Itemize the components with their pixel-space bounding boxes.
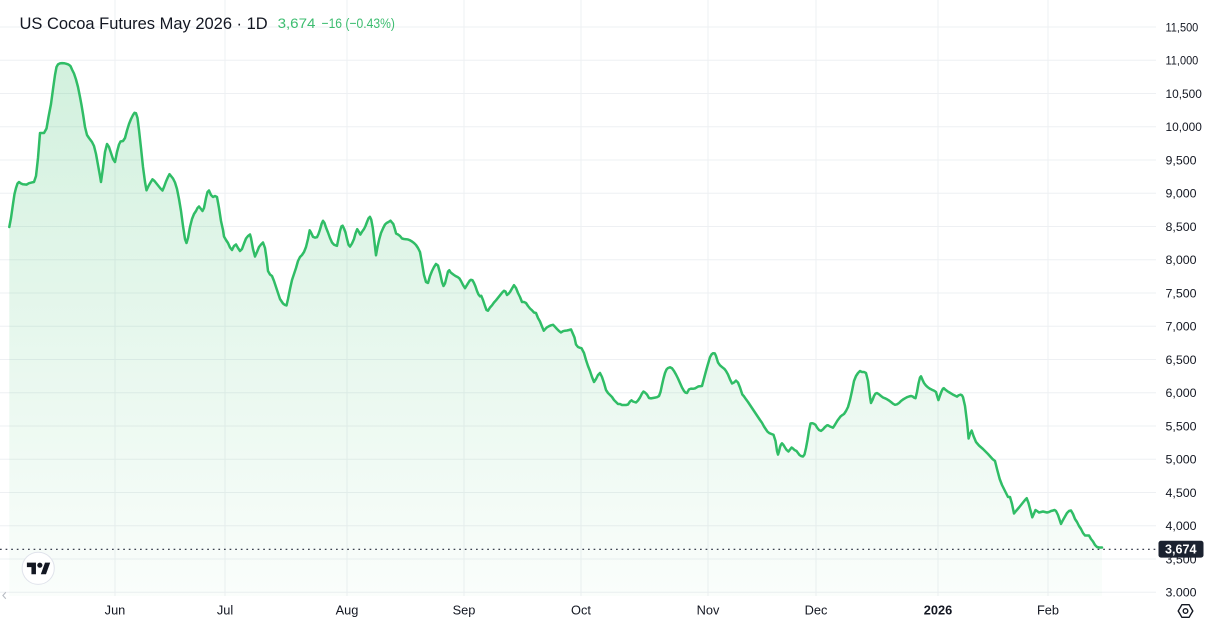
svg-text:5,500: 5,500 xyxy=(1166,419,1197,433)
svg-text:4,500: 4,500 xyxy=(1166,486,1197,500)
svg-text:Sep: Sep xyxy=(453,603,476,618)
svg-text:−16 (−0.43%): −16 (−0.43%) xyxy=(322,16,395,32)
svg-text:10,500: 10,500 xyxy=(1166,87,1202,101)
svg-text:3,674: 3,674 xyxy=(278,16,316,32)
svg-text:Jun: Jun xyxy=(105,603,126,618)
svg-text:3,674: 3,674 xyxy=(1165,543,1197,557)
svg-text:Nov: Nov xyxy=(697,603,720,618)
svg-text:9,000: 9,000 xyxy=(1166,187,1197,201)
svg-text:11,500: 11,500 xyxy=(1166,20,1199,34)
svg-text:2026: 2026 xyxy=(924,603,952,618)
svg-text:6,000: 6,000 xyxy=(1166,386,1197,400)
svg-text:3.000: 3.000 xyxy=(1166,586,1197,600)
svg-text:US Cocoa Futures May 2026 · 1D: US Cocoa Futures May 2026 · 1D xyxy=(20,15,268,33)
svg-text:Aug: Aug xyxy=(336,603,359,618)
svg-text:Jul: Jul xyxy=(217,603,233,618)
svg-text:5,000: 5,000 xyxy=(1166,453,1197,467)
svg-text:7,000: 7,000 xyxy=(1166,320,1197,334)
svg-text:6,500: 6,500 xyxy=(1166,353,1197,367)
svg-text:9,500: 9,500 xyxy=(1166,153,1197,167)
svg-text:Dec: Dec xyxy=(805,603,828,618)
svg-text:11,000: 11,000 xyxy=(1166,54,1199,68)
svg-text:8,000: 8,000 xyxy=(1166,253,1197,267)
svg-text:10,000: 10,000 xyxy=(1166,120,1202,134)
svg-text:Feb: Feb xyxy=(1037,603,1059,618)
svg-text:8,500: 8,500 xyxy=(1166,220,1197,234)
svg-text:4,000: 4,000 xyxy=(1166,519,1197,533)
svg-text:Oct: Oct xyxy=(571,603,591,618)
svg-text:7,500: 7,500 xyxy=(1166,286,1197,300)
